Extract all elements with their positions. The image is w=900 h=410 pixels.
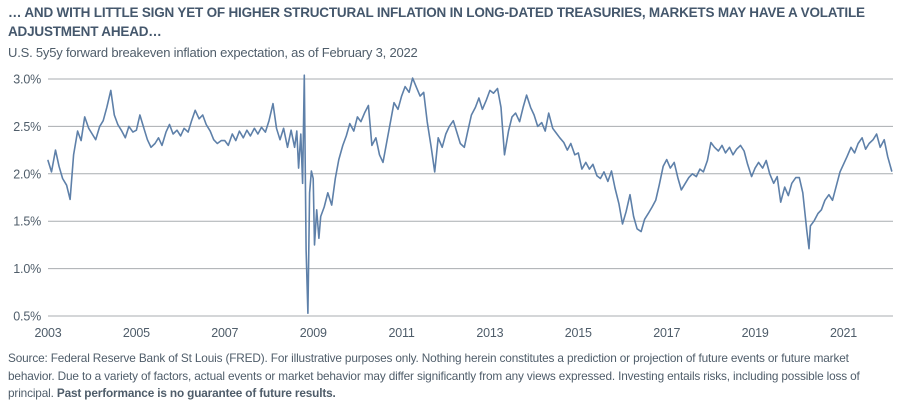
x-tick-label: 2003 — [34, 326, 61, 340]
y-tick-label: 0.5% — [13, 310, 41, 324]
x-tick-label: 2005 — [123, 326, 150, 340]
x-tick-label: 2019 — [742, 326, 769, 340]
source-text: Source: Federal Reserve Bank of St Louis… — [8, 351, 860, 400]
inflation-line — [47, 74, 893, 314]
source-note: Source: Federal Reserve Bank of St Louis… — [8, 350, 894, 403]
y-tick-label: 3.0% — [13, 73, 41, 87]
y-tick-label: 1.0% — [13, 262, 41, 276]
x-tick-label: 2011 — [389, 326, 415, 340]
x-tick-label: 2013 — [476, 326, 503, 340]
chart-subtitle: U.S. 5y5y forward breakeven inflation ex… — [8, 45, 418, 60]
x-tick-label: 2017 — [653, 326, 680, 340]
x-tick-label: 2021 — [830, 326, 857, 340]
y-tick-label: 2.5% — [13, 120, 41, 134]
x-tick-label: 2007 — [211, 326, 238, 340]
page-title: … AND WITH LITTLE SIGN YET OF HIGHER STR… — [8, 5, 865, 39]
x-tick-label: 2015 — [565, 326, 592, 340]
inflation-chart: 3.0% 2.5% 2.0% 1.5% 1.0% 0.5% 2003 2005 2007 2009… — [13, 73, 893, 340]
y-tick-label: 2.0% — [13, 167, 41, 181]
x-tick-label: 2009 — [300, 326, 327, 340]
y-tick-label: 1.5% — [13, 215, 41, 229]
past-performance-disclaimer: Past performance is no guarantee of futu… — [56, 386, 336, 400]
